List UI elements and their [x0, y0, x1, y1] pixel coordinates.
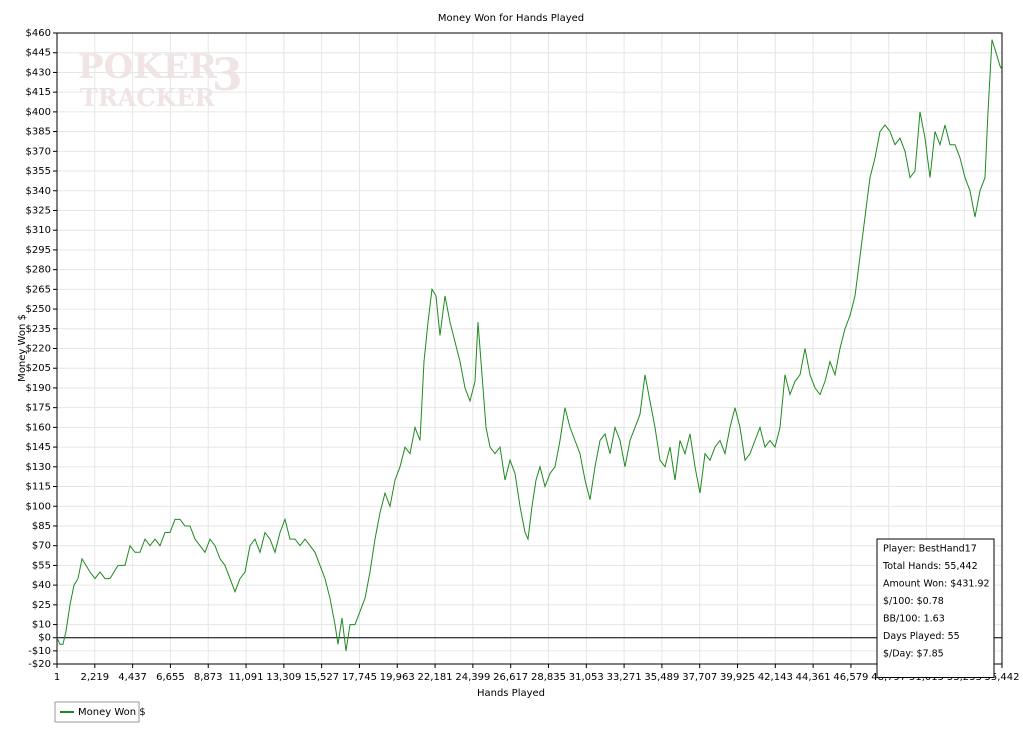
info-text: Total Hands: 55,442	[882, 561, 978, 572]
x-tick-label: 37,707	[682, 672, 717, 683]
y-tick-label: $25	[32, 600, 51, 611]
watermark: TRACKER	[80, 83, 216, 112]
y-tick-label: $445	[26, 48, 51, 59]
y-tick-label: $205	[26, 363, 51, 374]
y-tick-label: $415	[26, 87, 51, 98]
y-tick-label: $145	[26, 442, 51, 453]
y-tick-label: $100	[26, 501, 51, 512]
data-line	[56, 39, 1003, 651]
chart-title: Money Won for Hands Played	[438, 13, 584, 24]
info-text: $/100: $0.78	[883, 596, 944, 607]
y-tick-label: $385	[26, 127, 51, 138]
x-tick-label: 24,399	[455, 672, 490, 683]
y-tick-label: $310	[26, 225, 51, 236]
info-box	[876, 538, 995, 678]
y-tick-label: $430	[26, 67, 51, 78]
y-tick-label: $0	[38, 633, 51, 644]
y-tick-label: $115	[26, 482, 51, 493]
legend: Money Won $	[54, 701, 146, 723]
x-tick-label: 4,437	[118, 672, 147, 683]
y-tick-label: $85	[32, 521, 51, 532]
x-tick-label: 26,617	[493, 672, 528, 683]
y-tick-label: $160	[26, 422, 51, 433]
y-tick-label: $10	[32, 620, 51, 631]
x-tick-label: 13,309	[266, 672, 301, 683]
y-tick-label: -$10	[28, 646, 51, 657]
x-tick-label: 1	[54, 672, 60, 683]
x-tick-label: 2,219	[80, 672, 109, 683]
y-tick-label: $130	[26, 462, 51, 473]
y-tick-label: $250	[26, 304, 51, 315]
y-tick-label: -$20	[28, 659, 51, 670]
watermark: POKER	[78, 47, 218, 87]
y-tick-label: $190	[26, 383, 51, 394]
x-tick-label: 46,579	[833, 672, 868, 683]
y-tick-label: $460	[26, 28, 51, 39]
x-tick-label: 42,143	[758, 672, 793, 683]
plot-frame	[56, 32, 1003, 665]
y-tick-label: $265	[26, 284, 51, 295]
y-tick-label: $340	[26, 186, 51, 197]
y-tick-label: $355	[26, 166, 51, 177]
y-tick-label: $325	[26, 205, 51, 216]
x-tick-label: 22,181	[418, 672, 453, 683]
x-tick-label: 39,925	[720, 672, 755, 683]
info-text: Days Played: 55	[883, 631, 960, 642]
y-tick-label: $295	[26, 245, 51, 256]
x-tick-label: 19,963	[380, 672, 415, 683]
y-tick-label: $400	[26, 107, 51, 118]
y-tick-label: $55	[32, 560, 51, 571]
x-tick-label: 31,053	[569, 672, 604, 683]
watermark: 3	[212, 50, 243, 101]
info-text: $/Day: $7.85	[883, 649, 944, 660]
x-tick-label: 28,835	[531, 672, 566, 683]
y-axis-label: Money Won $	[17, 314, 28, 382]
x-axis-label: Hands Played	[477, 688, 545, 699]
y-tick-label: $280	[26, 265, 51, 276]
x-tick-label: 33,271	[607, 672, 642, 683]
legend-label: Money Won $	[78, 707, 146, 718]
info-text: BB/100: 1.63	[883, 614, 945, 625]
y-tick-label: $220	[26, 344, 51, 355]
x-tick-label: 17,745	[342, 672, 377, 683]
x-tick-label: 44,361	[796, 672, 831, 683]
y-tick-label: $235	[26, 324, 51, 335]
y-tick-label: $370	[26, 146, 51, 157]
x-tick-label: 11,091	[229, 672, 264, 683]
info-text: Player: BestHand17	[883, 544, 977, 555]
x-tick-label: 15,527	[304, 672, 339, 683]
x-tick-label: 35,489	[644, 672, 679, 683]
info-text: Amount Won: $431.92	[883, 579, 990, 590]
x-tick-label: 8,873	[194, 672, 223, 683]
x-tick-label: 55,442	[985, 672, 1020, 683]
y-tick-label: $40	[32, 580, 51, 591]
y-tick-label: $70	[32, 541, 51, 552]
y-tick-label: $175	[26, 403, 51, 414]
legend-box	[54, 701, 140, 723]
x-tick-label: 6,655	[156, 672, 185, 683]
